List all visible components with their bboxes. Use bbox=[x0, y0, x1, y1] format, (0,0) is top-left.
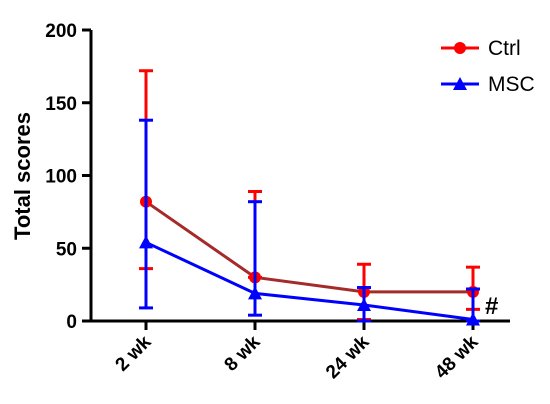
x-tick-label: 24 wk bbox=[322, 331, 374, 383]
y-tick-label: 150 bbox=[45, 94, 77, 115]
data-point bbox=[357, 297, 371, 311]
y-tick-label: 200 bbox=[45, 21, 77, 42]
series-ctrl bbox=[139, 69, 480, 322]
x-tick-label: 2 wk bbox=[112, 331, 156, 375]
legend-marker-msc bbox=[453, 77, 467, 90]
series-line bbox=[145, 241, 474, 322]
significance-annotation: # bbox=[485, 293, 498, 320]
data-point bbox=[248, 286, 262, 300]
data-point bbox=[466, 312, 480, 326]
y-tick-label: 100 bbox=[45, 167, 77, 188]
series-layer bbox=[139, 69, 480, 326]
x-ticks: 2 wk 8 wk 24 wk 48 wk bbox=[112, 321, 483, 383]
legend-marker-ctrl bbox=[454, 42, 466, 54]
series-msc bbox=[139, 118, 480, 326]
y-axis-title: Total scores bbox=[10, 112, 35, 240]
annotation-layer: # bbox=[485, 293, 498, 320]
data-point bbox=[139, 235, 153, 249]
x-tick-label: 48 wk bbox=[431, 331, 483, 383]
legend: Ctrl MSC bbox=[441, 37, 535, 96]
y-ticks: 0 50 100 150 200 bbox=[45, 21, 91, 333]
y-tick-label: 50 bbox=[56, 239, 77, 260]
x-tick-label: 8 wk bbox=[221, 331, 265, 375]
legend-label-ctrl: Ctrl bbox=[488, 37, 521, 60]
series-line bbox=[145, 200, 473, 294]
legend-label-msc: MSC bbox=[488, 73, 535, 96]
y-tick-label: 0 bbox=[66, 312, 77, 333]
axes bbox=[89, 30, 510, 323]
